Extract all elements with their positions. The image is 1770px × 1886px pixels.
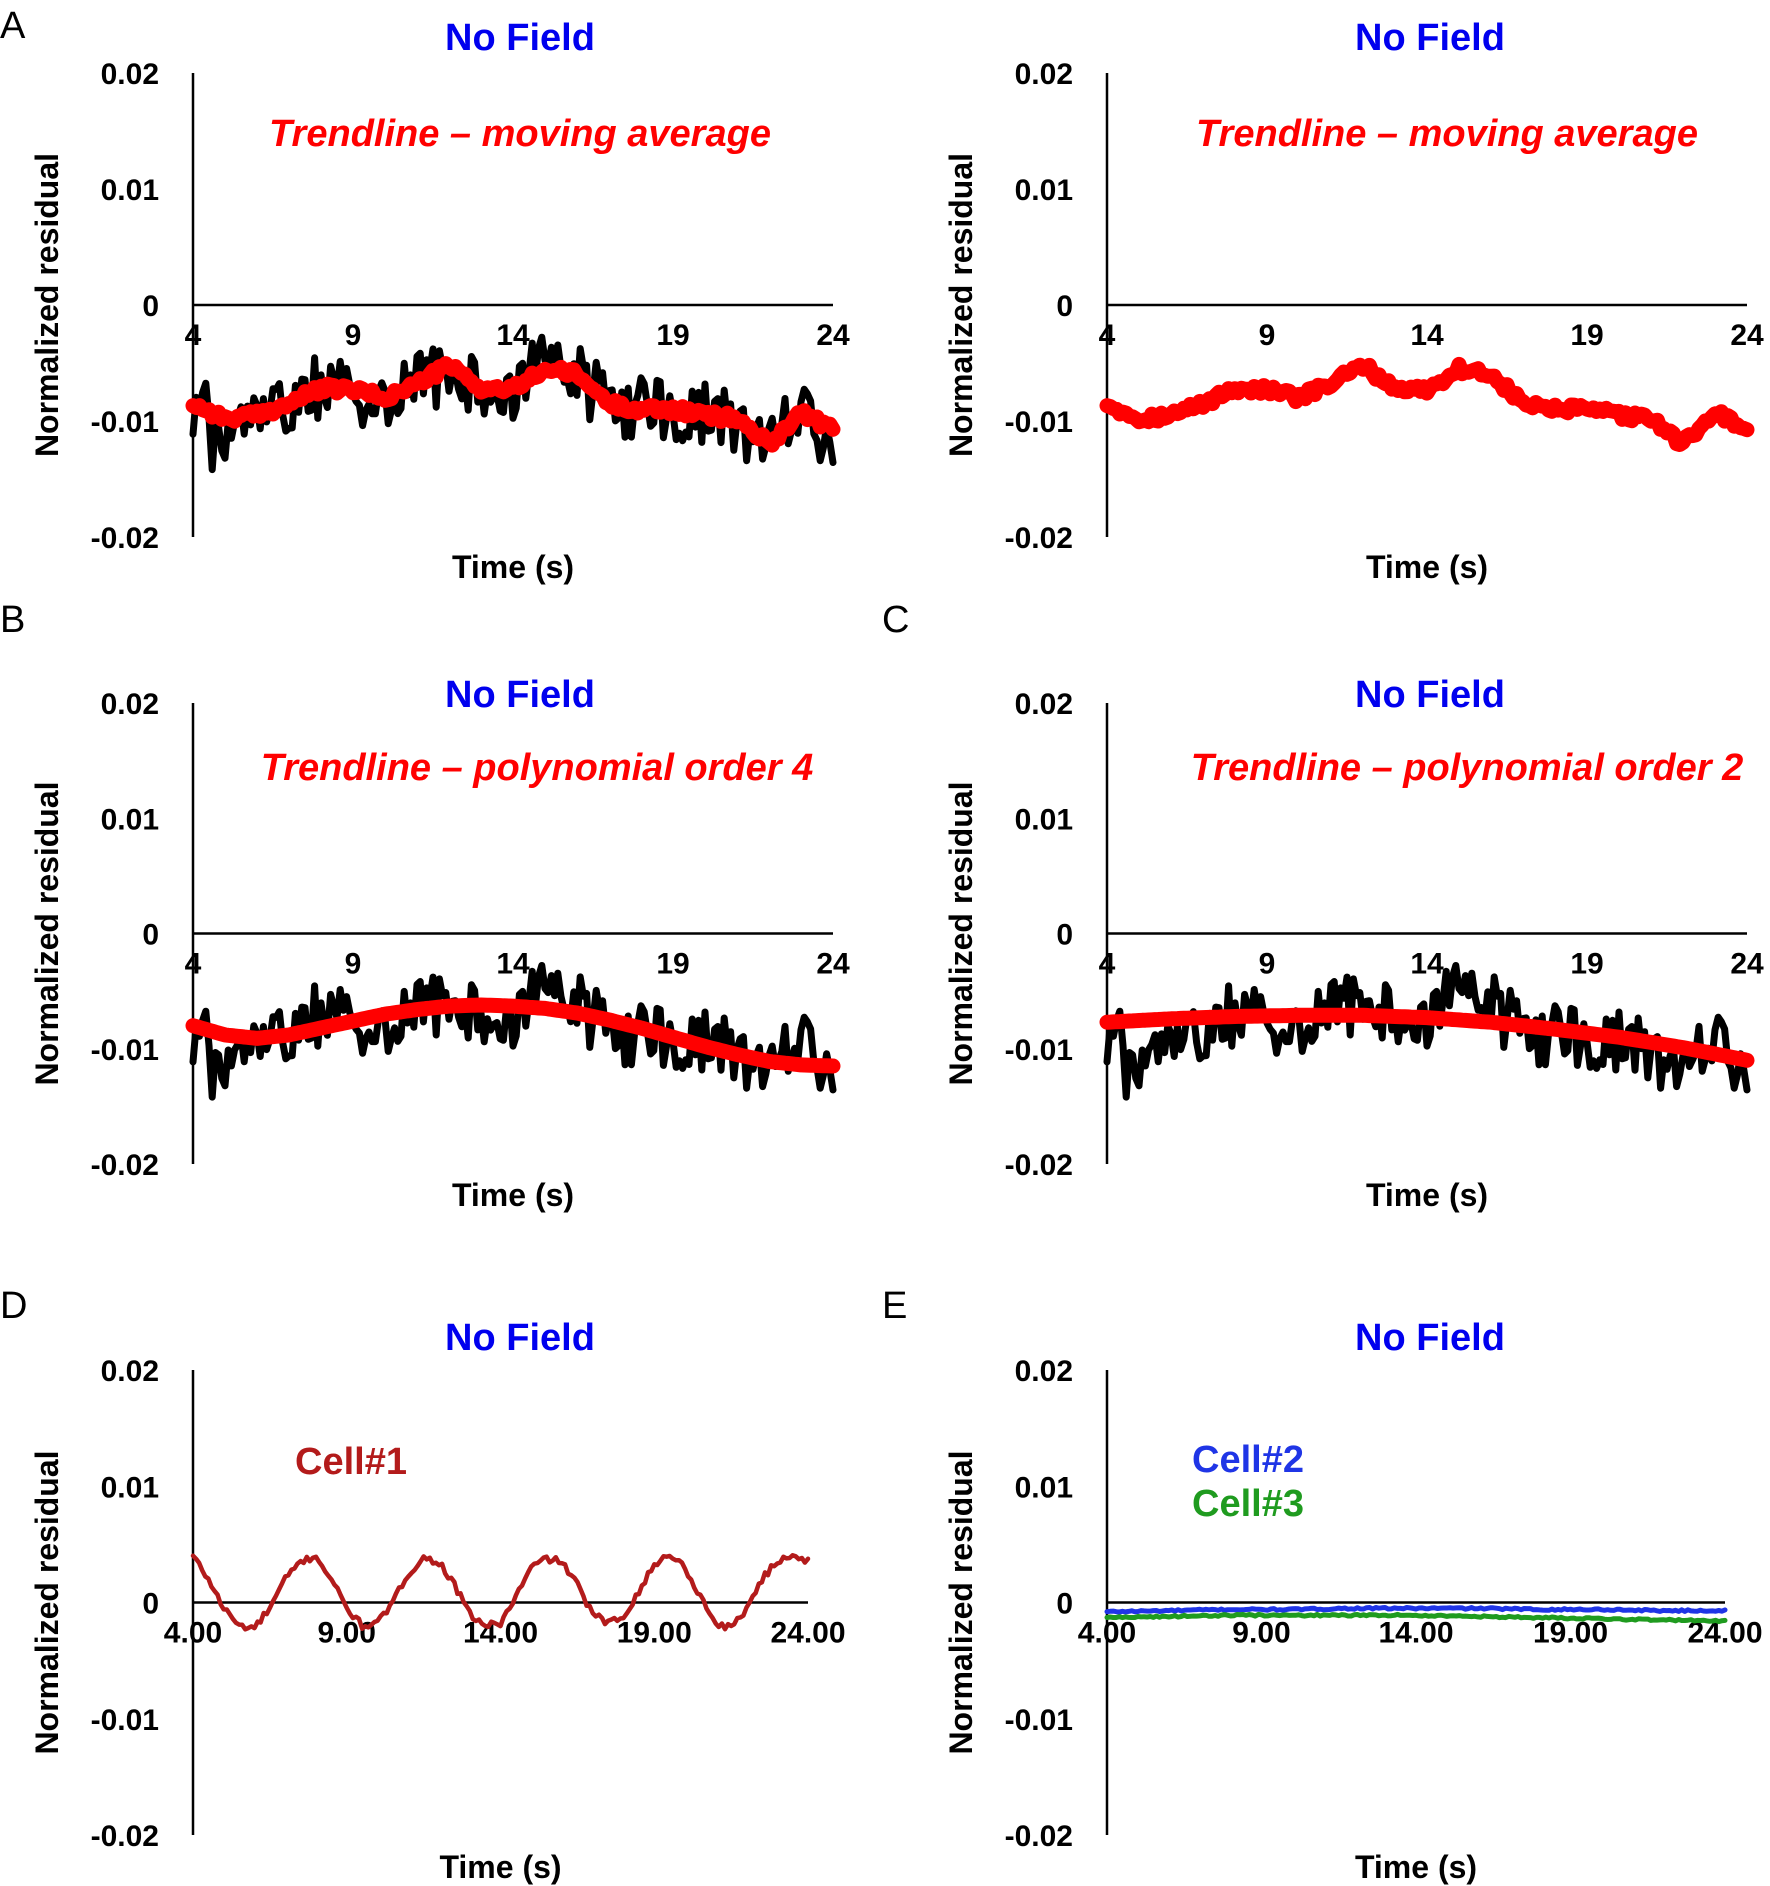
panel-letter: B: [0, 599, 25, 641]
x-tick-label: 24: [1730, 948, 1764, 981]
x-axis-label: Time (s): [1366, 549, 1488, 585]
y-tick-label: -0.01: [1005, 406, 1073, 439]
y-tick-label: 0: [142, 919, 159, 952]
y-tick-label: -0.02: [1005, 1820, 1073, 1853]
x-tick-label: 14: [496, 319, 530, 352]
series-line-trend: [185, 356, 841, 453]
x-tick-label: 24: [1730, 319, 1764, 352]
series-line-trend: [185, 997, 841, 1074]
y-tick-label: 0: [142, 290, 159, 323]
x-tick-label: 9: [1259, 319, 1276, 352]
y-axis-label: Normalized residual: [29, 781, 65, 1085]
trendline-annotation: Trendline – polynomial order 4: [261, 747, 814, 789]
y-tick-label: 0.01: [1015, 1471, 1073, 1504]
y-tick-label: 0: [142, 1588, 159, 1621]
x-tick-label: 19.00: [1533, 1617, 1608, 1650]
panel-letter: E: [882, 1285, 907, 1327]
x-tick-label: 4: [1099, 319, 1116, 352]
y-tick-label: 0.01: [1015, 803, 1073, 836]
x-axis-label: Time (s): [1366, 1177, 1488, 1213]
y-tick-label: -0.01: [91, 1704, 159, 1737]
series-line-cell1: [190, 1553, 811, 1632]
y-tick-label: 0.02: [101, 1355, 159, 1388]
y-tick-label: -0.01: [91, 1034, 159, 1067]
y-tick-label: 0.01: [101, 803, 159, 836]
y-axis-label: Normalized residual: [943, 781, 979, 1085]
chart-title: No Field: [445, 1317, 595, 1359]
legend-entry: Cell#3: [1192, 1483, 1304, 1525]
trendline-annotation: Trendline – polynomial order 2: [1191, 747, 1744, 789]
x-tick-label: 9.00: [1232, 1617, 1290, 1650]
legend-entry: Cell#1: [295, 1441, 407, 1483]
y-tick-label: -0.01: [1005, 1034, 1073, 1067]
x-tick-label: 4: [185, 948, 202, 981]
x-axis-label: Time (s): [452, 1177, 574, 1213]
x-tick-label: 24.00: [770, 1617, 845, 1650]
x-tick-label: 24: [816, 319, 850, 352]
x-tick-label: 24: [816, 948, 850, 981]
y-axis-label: Normalized residual: [943, 153, 979, 457]
series-line-trend: [1099, 356, 1755, 452]
y-tick-label: -0.02: [91, 522, 159, 555]
legend-entry: Cell#2: [1192, 1439, 1304, 1481]
trendline-annotation: Trendline – moving average: [269, 113, 771, 155]
x-tick-label: 19: [1570, 948, 1603, 981]
x-tick-label: 4: [185, 319, 202, 352]
x-tick-label: 9: [1259, 948, 1276, 981]
y-tick-label: 0.01: [101, 1471, 159, 1504]
panel-letter: C: [882, 599, 909, 641]
x-tick-label: 9.00: [318, 1617, 376, 1650]
y-tick-label: -0.02: [1005, 522, 1073, 555]
y-axis-label: Normalized residual: [29, 153, 65, 457]
series-line-cell3: [1104, 1611, 1728, 1625]
chart-title: No Field: [445, 674, 595, 716]
y-tick-label: 0.02: [1015, 58, 1073, 91]
x-tick-label: 14.00: [1378, 1617, 1453, 1650]
series-line-cell2: [1104, 1605, 1728, 1615]
x-tick-label: 9: [345, 319, 362, 352]
panel-letter: A: [0, 5, 26, 47]
x-axis-label: Time (s): [452, 549, 574, 585]
series-line-trend: [1099, 1007, 1755, 1068]
x-tick-label: 4: [1099, 948, 1116, 981]
x-tick-label: 14: [496, 948, 530, 981]
y-tick-label: 0.02: [101, 58, 159, 91]
y-tick-label: 0: [1056, 919, 1073, 952]
x-tick-label: 4.00: [1078, 1617, 1136, 1650]
y-tick-label: 0: [1056, 290, 1073, 323]
panel-letter: D: [0, 1285, 27, 1327]
y-tick-label: -0.02: [91, 1820, 159, 1853]
trendline-annotation: Trendline – moving average: [1196, 113, 1698, 155]
x-tick-label: 19: [656, 948, 689, 981]
y-tick-label: 0: [1056, 1588, 1073, 1621]
x-tick-label: 9: [345, 948, 362, 981]
x-tick-label: 19: [1570, 319, 1603, 352]
y-tick-label: -0.02: [1005, 1149, 1073, 1182]
y-tick-label: 0.02: [1015, 688, 1073, 721]
y-tick-label: -0.01: [1005, 1704, 1073, 1737]
x-axis-label: Time (s): [1355, 1849, 1477, 1885]
y-tick-label: 0.01: [1015, 174, 1073, 207]
y-tick-label: 0.02: [101, 688, 159, 721]
chart-title: No Field: [445, 17, 595, 59]
x-tick-label: 14: [1410, 319, 1444, 352]
y-tick-label: 0.01: [101, 174, 159, 207]
y-tick-label: -0.02: [91, 1149, 159, 1182]
y-tick-label: -0.01: [91, 406, 159, 439]
chart-title: No Field: [1355, 1317, 1505, 1359]
chart-title: No Field: [1355, 17, 1505, 59]
x-tick-label: 19.00: [617, 1617, 692, 1650]
y-axis-label: Normalized residual: [943, 1450, 979, 1754]
x-axis-label: Time (s): [439, 1849, 561, 1885]
x-tick-label: 14: [1410, 948, 1444, 981]
y-axis-label: Normalized residual: [29, 1450, 65, 1754]
x-tick-label: 19: [656, 319, 689, 352]
x-tick-label: 4.00: [164, 1617, 222, 1650]
series-line-raw: [1103, 962, 1751, 1101]
chart-title: No Field: [1355, 674, 1505, 716]
y-tick-label: 0.02: [1015, 1355, 1073, 1388]
